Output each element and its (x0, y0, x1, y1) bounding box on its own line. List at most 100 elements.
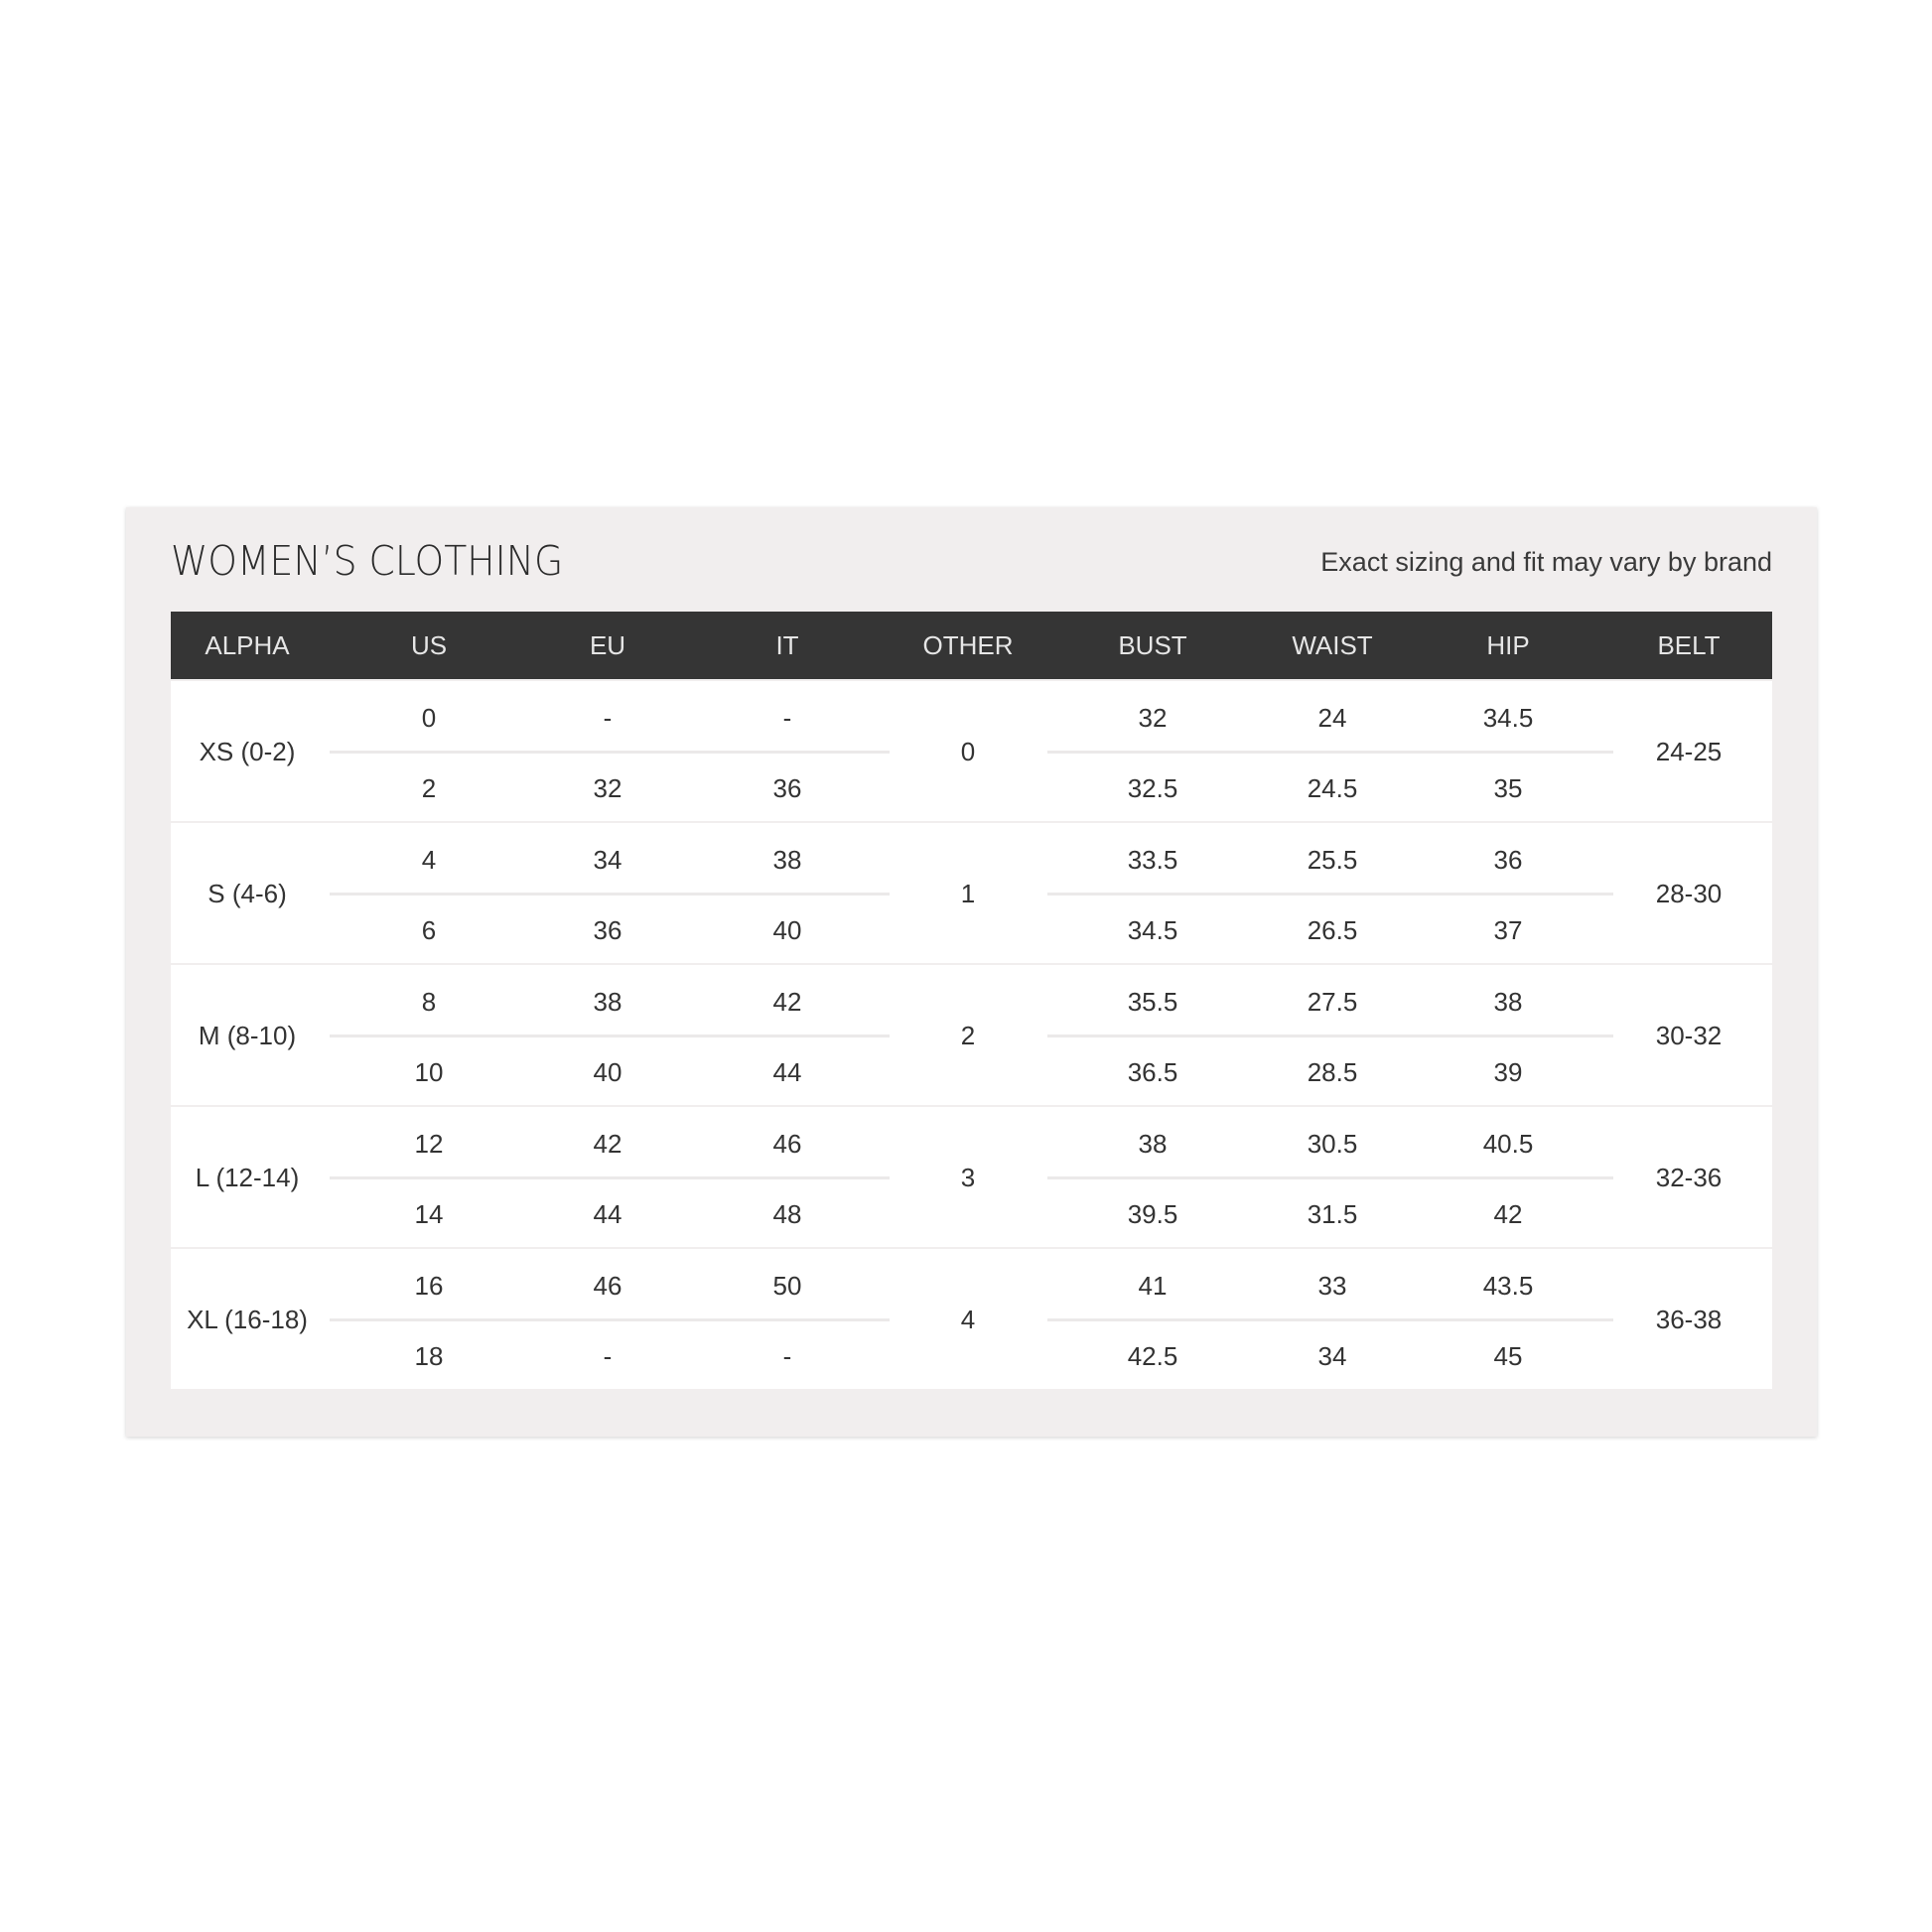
table-header: ALPHA US EU IT OTHER BUST WAIST HIP BELT (171, 612, 1772, 679)
alpha-cell: M (8-10) (198, 1021, 297, 1050)
size-group-row: M (8-10) 2 30-32 8 38 42 35.5 27.5 38 10 40 44 36.5 2… (171, 965, 1772, 1105)
eu-cell: 36 (593, 915, 622, 945)
header-alpha: ALPHA (205, 630, 290, 660)
hip-cell: 43.5 (1482, 1271, 1534, 1301)
chart-subtitle: Exact sizing and fit may vary by brand (1320, 547, 1772, 577)
us-cell: 0 (421, 703, 437, 733)
belt-cell: 36-38 (1655, 1305, 1723, 1334)
us-cell: 6 (421, 915, 437, 945)
eu-cell: - (603, 1341, 613, 1371)
it-cell: 46 (772, 1129, 802, 1159)
hip-cell: 38 (1493, 987, 1523, 1017)
sub-row-divider (1047, 751, 1613, 754)
bust-cell: 41 (1138, 1271, 1168, 1301)
bust-cell: 39.5 (1127, 1199, 1178, 1229)
size-table: ALPHA US EU IT OTHER BUST WAIST HIP BELT XS (0-2… (171, 612, 1772, 1389)
size-group-row: L (12-14) 3 32-36 12 42 46 38 30.5 40.5 14 44 48 39.… (171, 1107, 1772, 1247)
sub-row-divider (330, 751, 890, 754)
us-cell: 18 (414, 1341, 444, 1371)
hip-cell: 36 (1493, 845, 1523, 875)
hip-cell: 37 (1493, 915, 1523, 945)
eu-cell: 40 (593, 1057, 622, 1087)
other-cell: 0 (960, 737, 976, 766)
it-cell: 40 (772, 915, 802, 945)
us-cell: 16 (414, 1271, 444, 1301)
belt-cell: 28-30 (1655, 879, 1723, 908)
hip-cell: 42 (1493, 1199, 1523, 1229)
sub-row-divider (330, 1318, 890, 1321)
bust-cell: 35.5 (1127, 987, 1178, 1017)
header-it: IT (775, 630, 799, 660)
sub-row-divider (1047, 1176, 1613, 1179)
sub-row-divider (1047, 1318, 1613, 1321)
eu-cell: 46 (593, 1271, 622, 1301)
other-cell: 1 (960, 879, 976, 908)
us-cell: 8 (421, 987, 437, 1017)
eu-cell: 44 (593, 1199, 622, 1229)
size-chart-card: WOMEN’S CLOTHING Exact sizing and fit ma… (126, 507, 1817, 1437)
belt-cell: 24-25 (1655, 737, 1723, 766)
alpha-cell: S (4-6) (207, 879, 287, 908)
hip-cell: 39 (1493, 1057, 1523, 1087)
chart-title: WOMEN’S CLOTHING (171, 537, 564, 585)
other-cell: 4 (960, 1305, 976, 1334)
alpha-cell: XL (16-18) (187, 1305, 308, 1334)
it-cell: 38 (772, 845, 802, 875)
header-hip: HIP (1486, 630, 1530, 660)
hip-cell: 35 (1493, 773, 1523, 803)
header-belt: BELT (1657, 630, 1721, 660)
waist-cell: 25.5 (1307, 845, 1358, 875)
it-cell: - (782, 703, 792, 733)
it-cell: 50 (772, 1271, 802, 1301)
eu-cell: - (603, 703, 613, 733)
size-group-row: XS (0-2) 0 24-25 0 - - 32 24 34.5 2 32 36 32.5 24.5 35 (171, 681, 1772, 821)
bust-cell: 32 (1138, 703, 1168, 733)
it-cell: - (782, 1341, 792, 1371)
header-bust: BUST (1118, 630, 1187, 660)
us-cell: 4 (421, 845, 437, 875)
other-cell: 3 (960, 1163, 976, 1192)
other-cell: 2 (960, 1021, 976, 1050)
bust-cell: 34.5 (1127, 915, 1178, 945)
hip-cell: 45 (1493, 1341, 1523, 1371)
waist-cell: 27.5 (1307, 987, 1358, 1017)
waist-cell: 24 (1317, 703, 1347, 733)
bust-cell: 32.5 (1127, 773, 1178, 803)
header-other: OTHER (922, 630, 1014, 660)
it-cell: 42 (772, 987, 802, 1017)
waist-cell: 24.5 (1307, 773, 1358, 803)
eu-cell: 38 (593, 987, 622, 1017)
alpha-cell: L (12-14) (195, 1163, 300, 1192)
header-us: US (410, 630, 448, 660)
us-cell: 10 (414, 1057, 444, 1087)
us-cell: 12 (414, 1129, 444, 1159)
hip-cell: 40.5 (1482, 1129, 1534, 1159)
waist-cell: 30.5 (1307, 1129, 1358, 1159)
sub-row-divider (1047, 1035, 1613, 1037)
eu-cell: 34 (593, 845, 622, 875)
header-waist: WAIST (1292, 630, 1373, 660)
us-cell: 2 (421, 773, 437, 803)
sub-row-divider (330, 1176, 890, 1179)
waist-cell: 28.5 (1307, 1057, 1358, 1087)
sub-row-divider (330, 1035, 890, 1037)
eu-cell: 32 (593, 773, 622, 803)
waist-cell: 34 (1317, 1341, 1347, 1371)
waist-cell: 31.5 (1307, 1199, 1358, 1229)
sub-row-divider (330, 893, 890, 896)
waist-cell: 33 (1317, 1271, 1347, 1301)
hip-cell: 34.5 (1482, 703, 1534, 733)
bust-cell: 33.5 (1127, 845, 1178, 875)
bust-cell: 36.5 (1127, 1057, 1178, 1087)
header-eu: EU (589, 630, 626, 660)
bust-cell: 38 (1138, 1129, 1168, 1159)
belt-cell: 30-32 (1655, 1021, 1723, 1050)
it-cell: 36 (772, 773, 802, 803)
sub-row-divider (1047, 893, 1613, 896)
waist-cell: 26.5 (1307, 915, 1358, 945)
size-group-row: S (4-6) 1 28-30 4 34 38 33.5 25.5 36 6 36 40 34.5 26.… (171, 823, 1772, 963)
it-cell: 44 (772, 1057, 802, 1087)
alpha-cell: XS (0-2) (199, 737, 296, 766)
size-group-row: XL (16-18) 4 36-38 16 46 50 41 33 43.5 18 - - 42.5 34… (171, 1249, 1772, 1389)
bust-cell: 42.5 (1127, 1341, 1178, 1371)
